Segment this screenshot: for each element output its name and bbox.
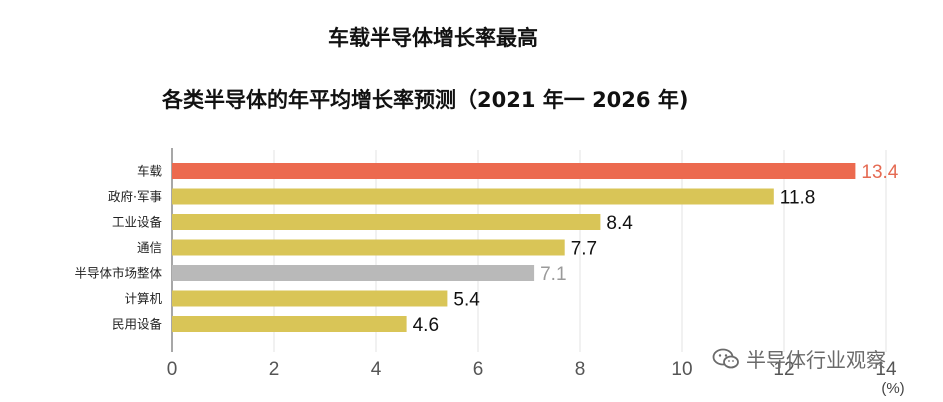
- watermark-text: 半导体行业观察: [746, 348, 886, 372]
- value-label: 7.7: [571, 239, 597, 260]
- category-label: 车载: [137, 164, 163, 179]
- chart-title: 车载半导体增长率最高: [328, 26, 538, 50]
- watermark: 半导体行业观察: [712, 344, 886, 373]
- wechat-icon: [712, 348, 739, 368]
- bar: [172, 316, 407, 332]
- x-tick-label: 2: [269, 359, 280, 380]
- value-label: 4.6: [413, 315, 439, 336]
- bar: [172, 239, 565, 256]
- bar: [172, 188, 774, 205]
- x-tick-label: 14: [875, 359, 897, 380]
- category-label: 半导体市场整体: [74, 266, 162, 281]
- value-label: 5.4: [453, 290, 480, 311]
- bar: [172, 290, 448, 307]
- x-tick-label: 8: [575, 359, 586, 380]
- x-tick-label: 0: [167, 359, 178, 380]
- x-tick-label: 6: [473, 359, 484, 380]
- bar: [172, 214, 601, 230]
- x-tick-label: 12: [773, 359, 794, 380]
- category-label: 工业设备: [112, 215, 163, 230]
- x-tick-label: 10: [671, 359, 692, 380]
- unit-label: (%): [881, 380, 904, 397]
- chart-subtitle: 各类半导体的年平均增长率预测（2021 年一 2026 年): [162, 88, 689, 112]
- bar: [172, 163, 856, 179]
- category-label: 民用设备: [112, 317, 163, 332]
- bar: [172, 265, 535, 281]
- category-label: 政府·军事: [108, 189, 162, 204]
- category-label: 通信: [137, 240, 162, 255]
- category-label: 计算机: [124, 291, 162, 306]
- value-label: 13.4: [861, 162, 898, 183]
- value-label: 7.1: [540, 264, 566, 285]
- value-label: 11.8: [780, 188, 816, 209]
- value-label: 8.4: [606, 213, 633, 234]
- x-tick-label: 4: [371, 359, 382, 380]
